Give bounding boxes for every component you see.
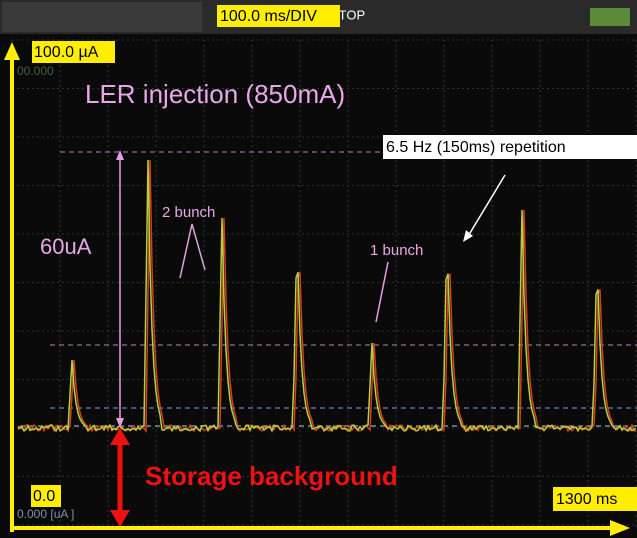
- scope-screenshot: STOP 100.0 ms/DIV 00.000 0.000 [uA ] 100…: [0, 0, 637, 538]
- top-readout: 00.000: [17, 64, 54, 78]
- timebase: 100.0 ms/DIV: [220, 8, 317, 25]
- one-bunch: 1 bunch: [370, 242, 423, 259]
- indicator: [590, 8, 630, 26]
- page: STOP 100.0 ms/DIV 00.000 0.000 [uA ] 100…: [0, 0, 637, 538]
- y-min: 0.0: [33, 488, 55, 505]
- amplitude: 60uA: [40, 234, 92, 259]
- title: LER injection (850mA): [85, 79, 345, 109]
- repetition: 6.5 Hz (150ms) repetition: [386, 139, 566, 156]
- bottom-readout: 0.000 [uA ]: [17, 507, 74, 521]
- top-panel: [2, 2, 202, 32]
- x-max: 1300 ms: [556, 491, 617, 508]
- two-bunch: 2 bunch: [162, 204, 215, 221]
- y-max: 100.0 µA: [34, 44, 99, 61]
- background-label: Storage background: [145, 461, 398, 491]
